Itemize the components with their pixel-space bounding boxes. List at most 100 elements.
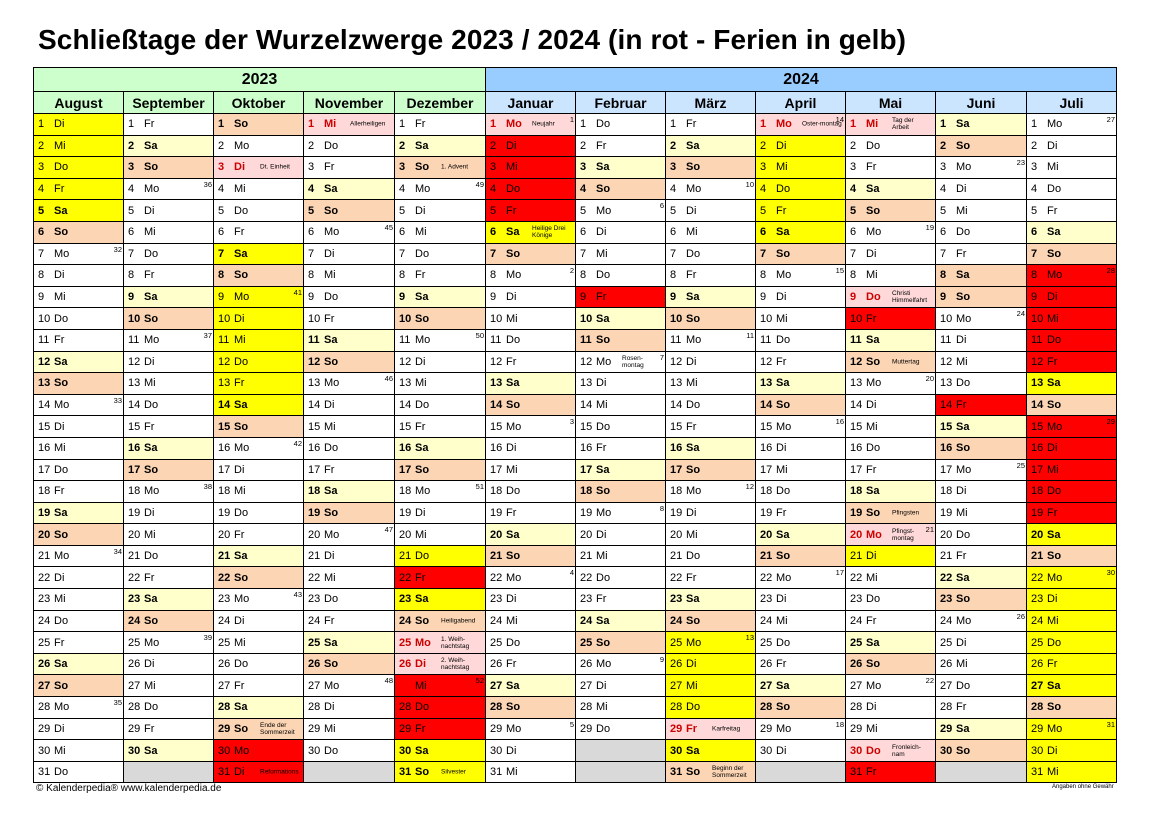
day-cell: 14 Mo 33: [33, 393, 124, 417]
weekday-label: Sa: [506, 528, 520, 541]
day-cell: 11 Sa: [303, 328, 395, 352]
weekday-label: Di: [1047, 593, 1058, 606]
weekday-label: Di: [1047, 291, 1058, 304]
day-number: 24: [1031, 614, 1044, 627]
day-cell: 5 Fr: [485, 199, 576, 222]
day-number: 22: [580, 571, 593, 584]
day-cell: 9 Fr: [575, 285, 666, 309]
day-number: 20: [670, 528, 683, 541]
day-row: 5 Sa 5 Di 5 Do 5 So 5 Di 5 Fr 5 Mo 6 5 Di 5 Fr 5 So 5 Mi 5 Fr: [33, 199, 1117, 222]
weekday-label: Mi: [596, 550, 608, 563]
day-cell: 30 Mi: [33, 739, 124, 762]
day-cell: 8 Mo 2: [485, 264, 576, 287]
day-cell: 12 So: [303, 350, 395, 374]
week-number: 51: [475, 482, 484, 492]
day-number: 4: [850, 183, 857, 196]
weekday-label: Mo: [956, 614, 972, 627]
weekday-label: Do: [415, 247, 430, 260]
day-number: 4: [218, 183, 225, 196]
weekday-label: Do: [956, 226, 971, 239]
weekday-label: Do: [415, 399, 430, 412]
day-number: 8: [850, 269, 857, 282]
day-number: 16: [1031, 442, 1044, 455]
day-number: 14: [399, 399, 412, 412]
day-cell: 30 Do: [303, 739, 395, 762]
weekday-label: Mo: [1047, 269, 1063, 282]
weekday-label: Di: [686, 204, 697, 217]
day-number: 31: [399, 766, 412, 779]
day-cell: 14 Mi: [575, 393, 666, 417]
weekday-label: Mi: [866, 571, 878, 584]
weekday-label: Sa: [956, 269, 970, 282]
weekday-label: So: [324, 506, 339, 519]
day-cell: 27 Di: [575, 674, 666, 698]
day-number: 18: [850, 485, 863, 498]
weekday-label: Sa: [596, 463, 610, 476]
weekday-label: So: [1047, 550, 1062, 563]
weekday-label: So: [596, 636, 611, 649]
day-cell: 8 Mi: [303, 264, 395, 287]
day-number: 10: [580, 312, 593, 325]
day-cell: 2 Di: [485, 134, 576, 158]
day-cell: 17 Mi: [755, 458, 846, 482]
weekday-label: So: [686, 766, 701, 779]
day-cell: 12 Fr: [755, 350, 846, 374]
weekday-label: So: [506, 701, 521, 714]
day-cell: 10 Mo 24: [935, 307, 1027, 330]
weekday-label: Di: [234, 312, 245, 325]
weekday-label: Do: [866, 442, 881, 455]
day-cell: 3 Mi: [1026, 156, 1117, 179]
weekday-label: So: [54, 528, 69, 541]
day-cell: 27 Mi: [123, 674, 214, 698]
week-number: 18: [835, 719, 844, 729]
day-number: 12: [128, 355, 141, 368]
day-cell: 29 Do: [575, 717, 666, 741]
weekday-label: Do: [596, 722, 611, 735]
day-cell: 26 Sa: [33, 652, 124, 676]
day-number: 29: [1031, 722, 1044, 735]
day-cell: 4 Mo 36: [123, 177, 214, 201]
day-cell: 19 Di: [665, 501, 756, 525]
day-number: 14: [580, 399, 593, 412]
day-cell: 22 Di: [33, 566, 124, 590]
weekday-label: Mi: [54, 442, 66, 455]
weekday-label: So: [234, 722, 249, 735]
day-cell: 20 Di: [575, 523, 666, 546]
weekday-label: Sa: [144, 442, 158, 455]
weekday-label: Sa: [686, 291, 700, 304]
weekday-label: Fr: [866, 312, 877, 325]
day-cell: 10 Mi: [1026, 307, 1117, 330]
holiday-note: 1. Advent: [441, 163, 469, 171]
weekday-label: So: [234, 269, 249, 282]
day-cell: 16 Mo 42: [213, 436, 304, 460]
weekday-label: Fr: [956, 550, 967, 563]
day-number: 21: [760, 550, 773, 563]
day-cell: 6 Sa Heilige Drei Könige: [485, 220, 576, 244]
weekday-label: So: [144, 312, 159, 325]
day-cell: 6 Mi: [394, 220, 486, 244]
day-number: 28: [490, 701, 503, 714]
day-cell: 27 Fr: [213, 674, 304, 698]
day-number: 17: [670, 463, 683, 476]
weekday-label: Sa: [234, 399, 248, 412]
weekday-label: Do: [324, 291, 339, 304]
weekday-label: Mo: [776, 571, 792, 584]
weekday-label: Sa: [54, 506, 68, 519]
weekday-label: Do: [686, 701, 701, 714]
day-number: 8: [128, 269, 135, 282]
weekday-label: Do: [956, 679, 971, 692]
weekday-label: Mo: [506, 118, 522, 131]
day-cell: 26 Fr: [1026, 652, 1117, 676]
weekday-label: Fr: [776, 506, 787, 519]
weekday-label: Do: [234, 355, 249, 368]
day-cell: 23 Mi: [33, 588, 124, 611]
weekday-label: Fr: [866, 463, 877, 476]
day-cell: 13 Di: [575, 372, 666, 395]
day-number: 8: [760, 269, 767, 282]
weekday-label: Di: [506, 744, 517, 757]
weekday-label: Mo: [596, 658, 612, 671]
weekday-label: Di: [54, 420, 65, 433]
day-cell: 23 Sa: [123, 588, 214, 611]
day-cell: 1 Do: [575, 113, 666, 136]
day-number: 5: [670, 204, 677, 217]
